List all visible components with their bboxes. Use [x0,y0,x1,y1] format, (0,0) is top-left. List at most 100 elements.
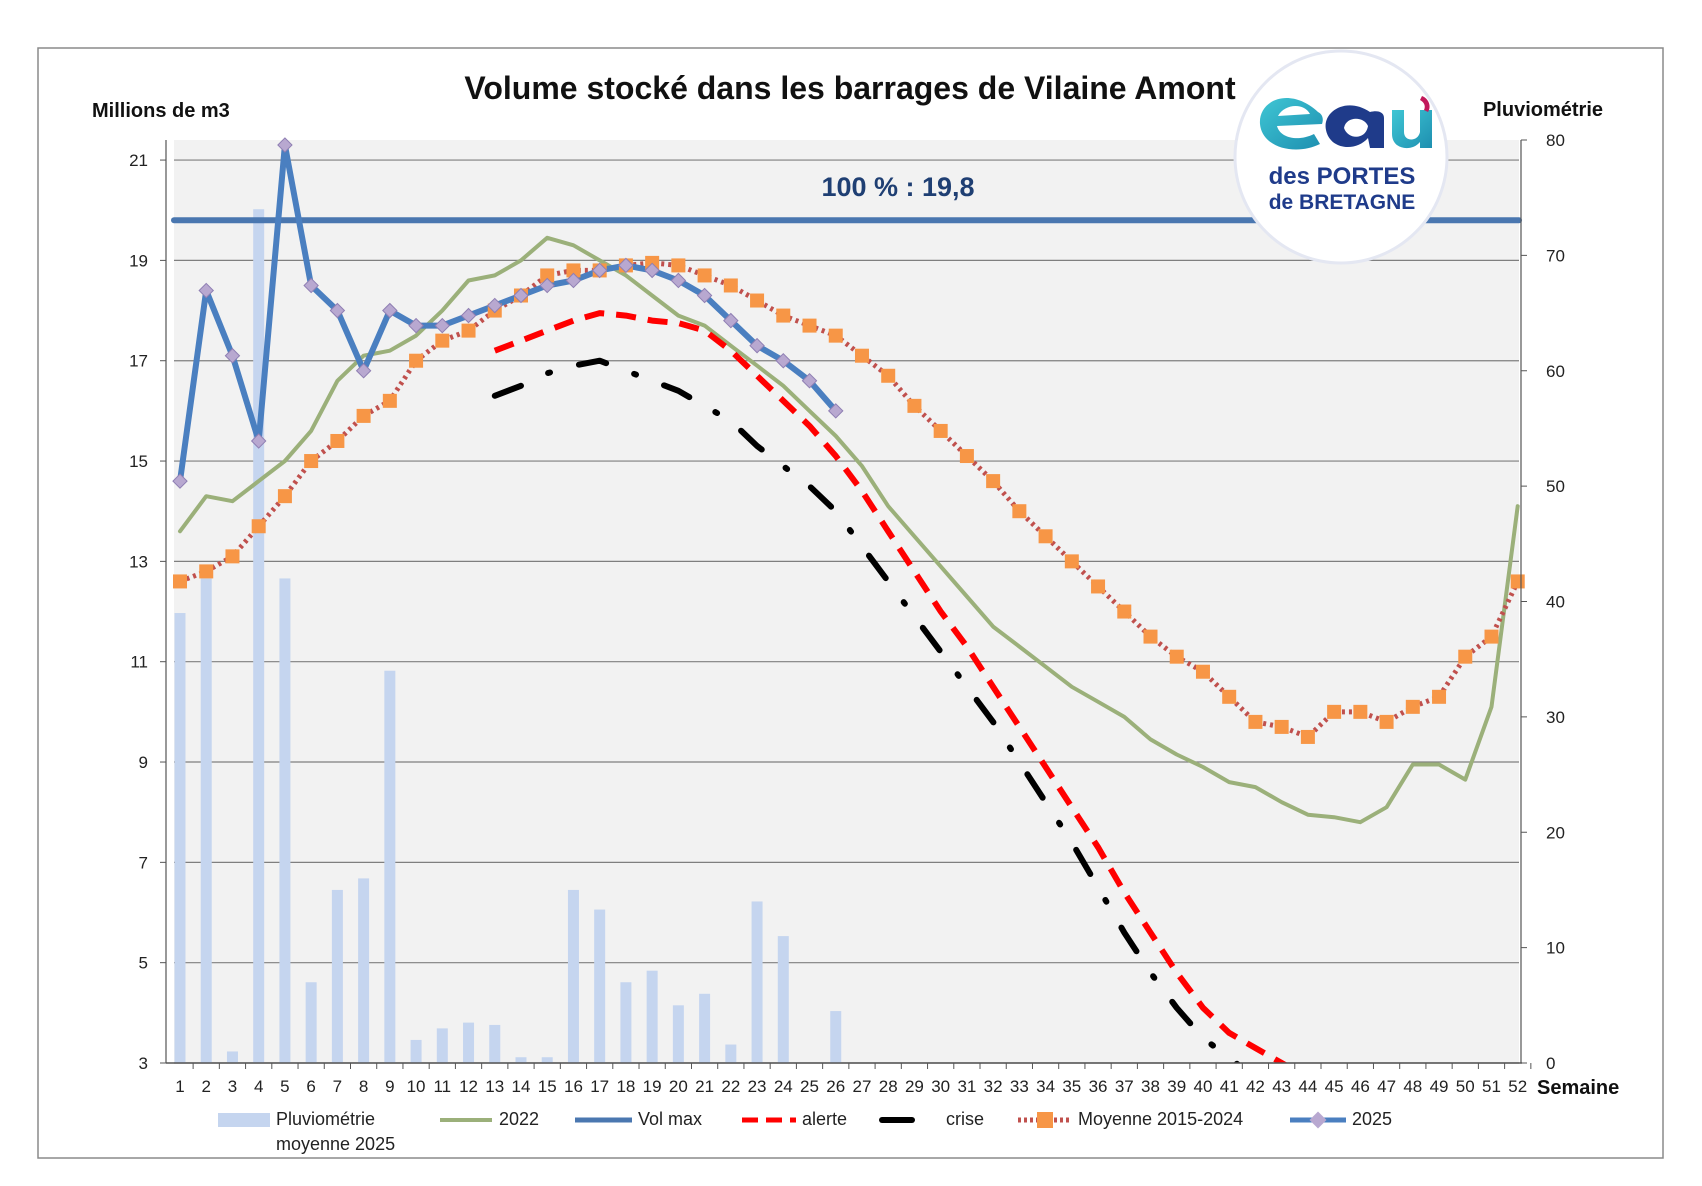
x-tick-label-38: 38 [1141,1077,1160,1096]
moyenne-marker-week-6 [304,454,319,469]
moyenne-marker-week-35 [1064,554,1079,569]
moyenne-marker-week-25 [802,318,817,333]
y2025-marker-week-16 [565,272,582,289]
x-tick-label-41: 41 [1220,1077,1239,1096]
logo-line1: des PORTES [1269,163,1416,190]
moyenne-marker-week-38 [1143,629,1158,644]
legend-label-rain-2: moyenne 2025 [276,1134,395,1154]
y2025-marker-week-14 [513,287,529,304]
y2025-marker-week-2 [198,282,215,299]
x-tick-label-48: 48 [1403,1077,1422,1096]
legend-label-rain-1: Pluviométrie [276,1109,375,1129]
series-line-alerte [493,310,1288,1063]
y2-tick-label-40: 40 [1546,593,1565,612]
moyenne-marker-week-4 [251,519,266,534]
moyenne-marker-week-5 [277,489,292,504]
series-line-2025 [177,142,839,485]
x-tick-label-16: 16 [564,1077,583,1096]
y-ticks-left: 3 5 7 9 11 13 15 17 19 21 [129,151,166,1073]
x-tick-label-14: 14 [512,1077,531,1096]
rain-bar-week-2 [200,578,212,1063]
y-tick-label-11: 11 [130,653,148,672]
x-tick-label-3: 3 [228,1077,237,1096]
moyenne-marker-week-34 [1038,529,1053,544]
plot-area [174,140,1519,1063]
moyenne-marker-week-15 [540,268,555,283]
rain-bar-week-5 [279,578,291,1063]
moyenne-marker-week-16 [566,263,581,278]
y-axis-left-label: Millions de m3 [92,100,230,122]
x-tick-label-26: 26 [826,1077,845,1096]
moyenne-marker-week-32 [986,474,1001,489]
rain-bar-week-11 [436,1028,448,1063]
x-tick-label-13: 13 [485,1077,504,1096]
legend-label-2025: 2025 [1352,1109,1392,1129]
rain-bar-week-14 [515,1057,527,1063]
legend-marker-2025 [1309,1111,1327,1129]
rain-bar-week-26 [830,1011,842,1063]
moyenne-marker-week-21 [697,268,712,283]
y2025-marker-week-1 [172,473,188,489]
legend-label-volmax: Vol max [638,1109,702,1129]
x-tick-label-23: 23 [748,1077,767,1096]
y2-tick-label-50: 50 [1546,477,1565,496]
eau-des-portes-de-bretagne-logo: des PORTES de BRETAGNE [1233,49,1449,265]
y2025-marker-week-23 [749,337,765,354]
rain-bar-week-16 [567,889,579,1063]
y2-tick-label-0: 0 [1546,1054,1555,1073]
y2025-marker-week-26 [827,403,844,419]
x-tick-label-31: 31 [957,1077,976,1096]
moyenne-marker-week-3 [225,549,240,564]
series-line-2022 [178,235,1520,825]
x-tick-label-43: 43 [1272,1077,1291,1096]
x-tick-label-27: 27 [853,1077,872,1096]
x-tick-label-44: 44 [1298,1077,1317,1096]
rain-bar-week-23 [751,901,763,1063]
y2025-marker-week-8 [355,362,372,379]
moyenne-marker-week-23 [750,293,765,308]
rain-bar-week-4 [253,209,265,1064]
x-tick-label-1: 1 [175,1077,184,1096]
moyenne-marker-week-42 [1248,714,1263,729]
chart-title: Volume stocké dans les barrages de Vilai… [464,70,1236,106]
y-tick-label-9: 9 [139,753,148,772]
rain-bars [174,209,842,1064]
x-tick-label-24: 24 [774,1077,793,1096]
y2-tick-label-30: 30 [1546,708,1565,727]
rain-bar-week-12 [463,1022,475,1063]
rain-bar-week-19 [646,970,658,1063]
x-tick-label-7: 7 [333,1077,342,1096]
x-tick-label-9: 9 [385,1077,394,1096]
moyenne-marker-week-44 [1300,729,1315,744]
x-tick-label-2: 2 [201,1077,210,1096]
legend-marker-moyenne [1037,1112,1053,1128]
y-tick-label-19: 19 [129,251,148,270]
moyenne-marker-week-43 [1274,719,1289,734]
y-tick-label-21: 21 [129,151,148,170]
x-tick-label-42: 42 [1246,1077,1265,1096]
y2025-marker-week-17 [591,262,608,279]
y2025-marker-week-3 [224,347,241,364]
x-tick-label-50: 50 [1456,1077,1475,1096]
rain-bar-week-20 [672,1005,684,1063]
rain-bar-week-17 [594,909,606,1063]
moyenne-marker-week-11 [435,333,450,348]
moyenne-marker-week-26 [828,328,843,343]
y-tick-label-15: 15 [129,452,148,471]
moyenne-marker-week-29 [907,398,922,413]
legend-label-moyenne: Moyenne 2015-2024 [1078,1109,1243,1129]
x-tick-label-18: 18 [616,1077,635,1096]
series-line-crise [491,357,1241,1063]
x-tick-label-10: 10 [407,1077,426,1096]
y2025-marker-week-18 [618,257,634,274]
vol-max-label: 100 % : 19,8 [821,172,974,202]
x-tick-label-17: 17 [590,1077,609,1096]
y2025-marker-week-10 [408,317,424,334]
x-tick-label-39: 39 [1167,1077,1186,1096]
y-tick-label-3: 3 [139,1054,148,1073]
moyenne-marker-week-41 [1222,689,1237,704]
moyenne-marker-week-9 [382,393,397,408]
moyenne-marker-week-31 [959,449,974,464]
